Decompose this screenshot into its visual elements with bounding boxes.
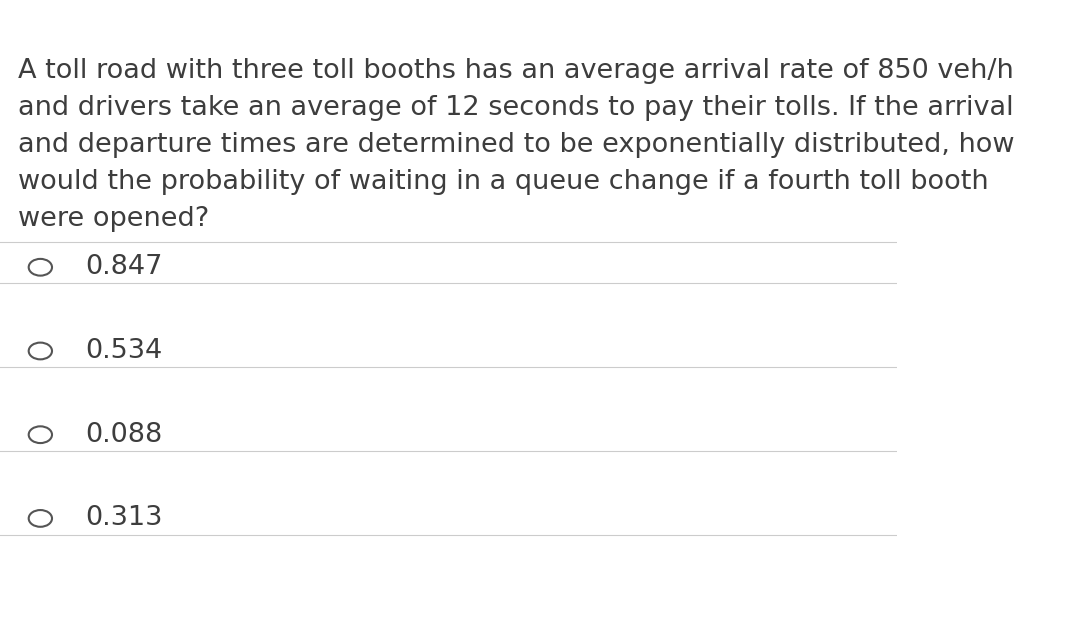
Text: 0.088: 0.088	[85, 422, 162, 448]
Text: 0.847: 0.847	[85, 254, 162, 280]
Text: 0.534: 0.534	[85, 338, 162, 364]
Text: A toll road with three toll booths has an average arrival rate of 850 veh/h
and : A toll road with three toll booths has a…	[18, 58, 1015, 232]
Text: 0.313: 0.313	[85, 506, 162, 531]
